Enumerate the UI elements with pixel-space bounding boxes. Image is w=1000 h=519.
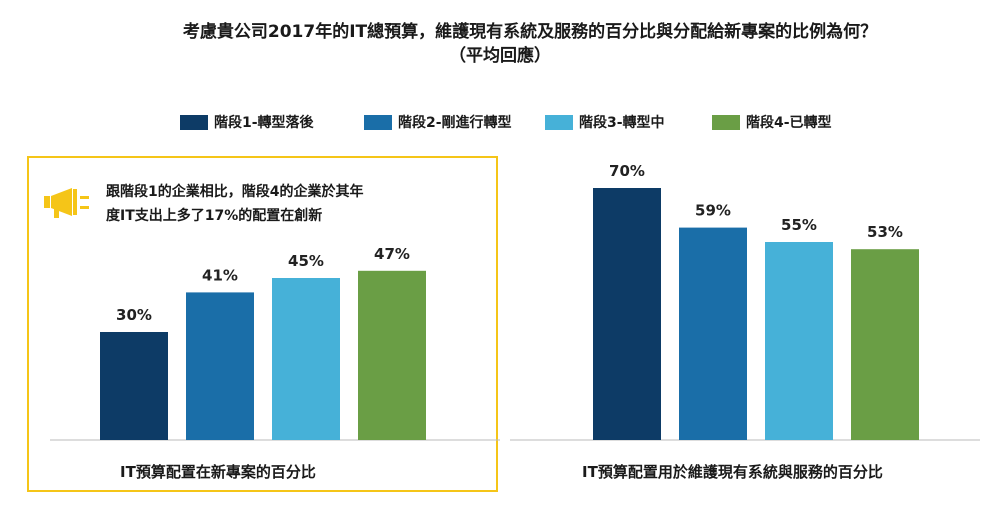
chart-title: 考慮貴公司2017年的IT總預算，維護現有系統及服務的百分比與分配給新專案的比例…: [0, 20, 1000, 68]
megaphone-icon: [44, 188, 89, 218]
left-chart-x-label: IT預算配置在新專案的百分比: [120, 463, 316, 481]
data-label-new-projects-stage4: 47%: [374, 245, 410, 263]
callout-text: 跟階段1的企業相比，階段4的企業於其年 度IT支出上多了17%的配置在創新: [106, 180, 363, 228]
callout-line-2: 度IT支出上多了17%的配置在創新: [106, 208, 323, 224]
data-label-maintenance-stage4: 53%: [867, 223, 903, 241]
legend-swatch-stage1: [180, 114, 208, 130]
legend-label-stage1: 階段1-轉型落後: [214, 115, 314, 131]
legend-item-stage2: 階段2-剛進行轉型: [364, 112, 512, 132]
legend-label-stage4: 階段4-已轉型: [746, 115, 832, 131]
legend-item-stage1: 階段1-轉型落後: [180, 112, 314, 132]
bar-new-projects-stage1: [100, 332, 168, 440]
title-line-1: 考慮貴公司2017年的IT總預算，維護現有系統及服務的百分比與分配給新專案的比例…: [182, 22, 878, 42]
legend-item-stage3: 階段3-轉型中: [545, 112, 665, 132]
bar-maintenance-stage3: [765, 242, 833, 440]
data-label-maintenance-stage2: 59%: [695, 202, 731, 220]
data-label-new-projects-stage3: 45%: [288, 252, 324, 270]
bar-new-projects-stage4: [358, 270, 426, 440]
data-label-maintenance-stage3: 55%: [781, 216, 817, 234]
bar-maintenance-stage4: [851, 249, 919, 440]
data-label-maintenance-stage1: 70%: [609, 162, 645, 180]
legend-label-stage2: 階段2-剛進行轉型: [398, 115, 512, 131]
legend-swatch-stage4: [712, 114, 740, 130]
data-label-new-projects-stage2: 41%: [202, 266, 238, 284]
bar-new-projects-stage2: [186, 292, 254, 440]
highlight-box: [27, 156, 498, 492]
right-chart-x-label: IT預算配置用於維護現有系統與服務的百分比: [582, 463, 883, 481]
data-label-new-projects-stage1: 30%: [116, 306, 152, 324]
bar-maintenance-stage1: [593, 188, 661, 440]
title-line-2: （平均回應）: [449, 46, 551, 66]
legend-item-stage4: 階段4-已轉型: [712, 112, 832, 132]
legend-swatch-stage3: [545, 114, 573, 130]
bar-maintenance-stage2: [679, 227, 747, 440]
legend-label-stage3: 階段3-轉型中: [579, 115, 665, 131]
legend: 階段1-轉型落後 階段2-剛進行轉型 階段3-轉型中 階段4-已轉型: [0, 112, 1000, 132]
legend-swatch-stage2: [364, 114, 392, 130]
bar-new-projects-stage3: [272, 278, 340, 440]
callout-line-1: 跟階段1的企業相比，階段4的企業於其年: [106, 184, 364, 200]
